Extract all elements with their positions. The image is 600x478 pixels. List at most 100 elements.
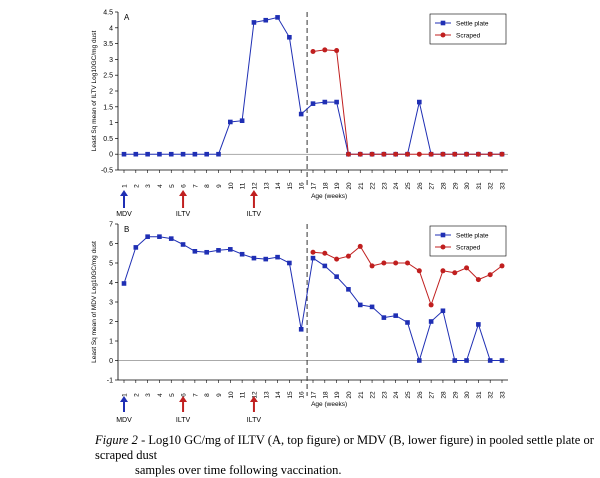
- data-point-scraped: [357, 243, 363, 249]
- data-point-scraped: [440, 268, 446, 274]
- legend-box: [429, 13, 507, 45]
- data-point-scraped: [475, 277, 481, 283]
- data-point-settle-plate: [298, 111, 304, 117]
- arrow-label: ILTV: [176, 417, 191, 424]
- data-point-settle-plate: [121, 281, 127, 286]
- chart-panel-a: -0.5 0 0.5 1 1.5 2 2.5 3 3.5 4 4.5 Least Sq mean of…: [91, 10, 508, 218]
- data-point-settle-plate: [487, 358, 493, 363]
- y-tick-label: 3: [109, 57, 113, 64]
- data-point-settle-plate: [251, 255, 257, 261]
- data-point-scraped: [487, 151, 493, 157]
- x-tick-label: 10: [228, 391, 235, 399]
- y-tick-label: 6: [109, 241, 113, 248]
- data-point-settle-plate: [417, 99, 422, 105]
- x-tick-label: 13: [263, 391, 270, 399]
- data-point-scraped: [369, 151, 375, 157]
- y-tick-label: 1: [109, 120, 113, 127]
- x-tick-label: 22: [370, 182, 377, 190]
- x-tick-label: 20: [346, 182, 353, 190]
- data-point-settle-plate: [440, 308, 446, 314]
- data-point-settle-plate: [157, 151, 162, 157]
- x-tick-label: 17: [311, 182, 318, 190]
- vaccination-arrow-iltv: ILTV: [176, 396, 191, 424]
- data-point-scraped: [464, 265, 470, 271]
- data-point-settle-plate: [180, 242, 186, 247]
- x-tick-label: 26: [417, 391, 424, 399]
- arrow-head-icon: [179, 396, 188, 402]
- panel-label: A: [124, 13, 130, 22]
- x-axis-label: Age (weeks): [311, 193, 347, 200]
- x-tick-label: 18: [322, 391, 329, 399]
- legend-marker-circle: [440, 244, 446, 250]
- x-tick-label: 9: [216, 393, 223, 397]
- y-tick-label: 4: [109, 25, 113, 32]
- x-tick-label: 12: [251, 182, 258, 190]
- data-point-settle-plate: [287, 260, 292, 266]
- y-tick-label: -0.5: [101, 168, 113, 175]
- data-point-settle-plate: [393, 313, 398, 318]
- data-point-settle-plate: [263, 17, 269, 23]
- x-tick-label: 24: [393, 182, 400, 190]
- data-point-settle-plate: [476, 322, 481, 327]
- y-tick-label: 2: [109, 89, 113, 96]
- data-point-settle-plate: [381, 315, 387, 320]
- x-tick-label: 24: [393, 391, 400, 399]
- data-point-settle-plate: [346, 287, 351, 292]
- data-point-settle-plate: [417, 358, 422, 363]
- data-point-scraped: [464, 151, 470, 157]
- y-tick-label: 5: [109, 261, 113, 268]
- x-tick-label: 16: [299, 182, 306, 190]
- x-tick-label: 28: [440, 182, 447, 190]
- x-tick-label: 25: [405, 182, 412, 190]
- x-tick-label: 19: [334, 391, 341, 399]
- x-tick-label: 27: [429, 391, 436, 399]
- x-tick-label: 1: [122, 184, 129, 188]
- y-tick-label: 3: [109, 300, 113, 307]
- data-point-settle-plate: [168, 151, 174, 157]
- data-point-settle-plate: [239, 118, 245, 124]
- data-point-scraped: [393, 260, 399, 266]
- data-point-scraped: [345, 253, 351, 259]
- x-tick-label: 1: [122, 393, 129, 397]
- x-tick-label: 14: [275, 182, 282, 190]
- data-point-scraped: [357, 151, 363, 157]
- y-tick-label: 4.5: [103, 10, 113, 17]
- data-point-settle-plate: [216, 248, 221, 253]
- x-tick-label: 23: [381, 182, 388, 190]
- arrow-head-icon: [120, 190, 128, 196]
- x-tick-label: 21: [358, 182, 365, 190]
- x-tick-label: 20: [346, 391, 353, 399]
- y-tick-label: -1: [107, 378, 113, 385]
- arrow-label: MDV: [116, 211, 132, 218]
- x-tick-label: 6: [181, 393, 188, 397]
- data-point-scraped: [416, 151, 422, 157]
- y-tick-label: 1.5: [103, 104, 113, 111]
- data-point-settle-plate: [145, 151, 150, 157]
- y-axis-label: Least Sq mean of ILTV Log10GC/mg dust: [91, 31, 98, 152]
- x-tick-label: 17: [311, 391, 318, 399]
- y-tick-label: 2: [109, 319, 113, 326]
- arrow-label: MDV: [116, 417, 132, 424]
- data-point-scraped: [334, 256, 340, 262]
- caption-label: Figure 2: [95, 433, 138, 447]
- x-tick-label: 29: [452, 182, 459, 190]
- x-tick-label: 2: [133, 184, 140, 188]
- arrow-label: ILTV: [176, 211, 191, 218]
- x-tick-label: 33: [500, 391, 507, 399]
- x-tick-label: 12: [251, 391, 258, 399]
- x-tick-label: 15: [287, 182, 294, 190]
- arrow-head-icon: [179, 190, 188, 196]
- data-point-settle-plate: [334, 274, 339, 279]
- x-tick-label: 21: [358, 391, 365, 399]
- vaccination-arrow-mdv: MDV: [116, 396, 132, 424]
- data-point-settle-plate: [228, 119, 233, 125]
- x-tick-label: 14: [275, 391, 282, 399]
- y-tick-label: 2.5: [103, 73, 113, 80]
- x-tick-label: 8: [204, 393, 211, 397]
- series-line-scraped: [312, 49, 502, 155]
- x-tick-label: 9: [216, 184, 223, 188]
- data-point-settle-plate: [145, 234, 150, 239]
- data-point-scraped: [499, 151, 505, 157]
- y-tick-label: 1: [109, 339, 113, 346]
